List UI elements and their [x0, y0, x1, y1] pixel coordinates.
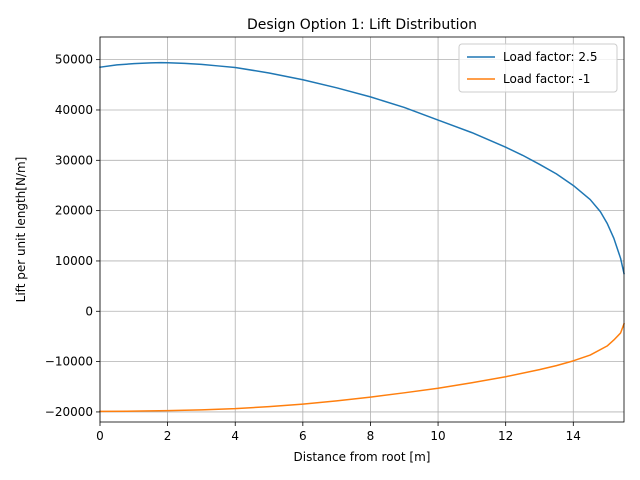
y-tick-label: 10000 [55, 254, 93, 268]
x-tick-label: 2 [164, 429, 172, 443]
x-tick-label: 6 [299, 429, 307, 443]
y-tick-label: −20000 [45, 405, 93, 419]
x-tick-label: 8 [367, 429, 375, 443]
ticks: 0 2 4 6 8 10 12 14 −20000 −10000 0 10000 20000 30000 4… [45, 53, 581, 443]
series-lines [99, 61, 625, 413]
grid [99, 37, 624, 422]
x-tick-label: 4 [231, 429, 239, 443]
series-line-1 [99, 61, 625, 275]
y-tick-label: 0 [85, 304, 93, 318]
y-tick-label: 20000 [55, 204, 93, 218]
x-tick-label: 14 [566, 429, 581, 443]
y-tick-label: 50000 [55, 53, 93, 67]
y-tick-label: 30000 [55, 153, 93, 167]
plot-frame [99, 36, 625, 423]
chart-title: Design Option 1: Lift Distribution [247, 17, 477, 33]
legend-entry-label: Load factor: 2.5 [503, 50, 598, 64]
legend-box [458, 43, 618, 93]
y-axis-label: Lift per unit length[N/m] [14, 157, 28, 303]
legend: Load factor: 2.5 Load factor: -1 [458, 43, 618, 93]
x-tick-label: 0 [96, 429, 104, 443]
x-tick-label: 10 [430, 429, 445, 443]
legend-entry-label: Load factor: -1 [503, 72, 590, 86]
y-tick-label: −10000 [45, 355, 93, 369]
y-tick-label: 40000 [55, 103, 93, 117]
x-tick-label: 12 [498, 429, 513, 443]
series-line-2 [99, 322, 625, 413]
x-axis-label: Distance from root [m] [294, 450, 431, 464]
